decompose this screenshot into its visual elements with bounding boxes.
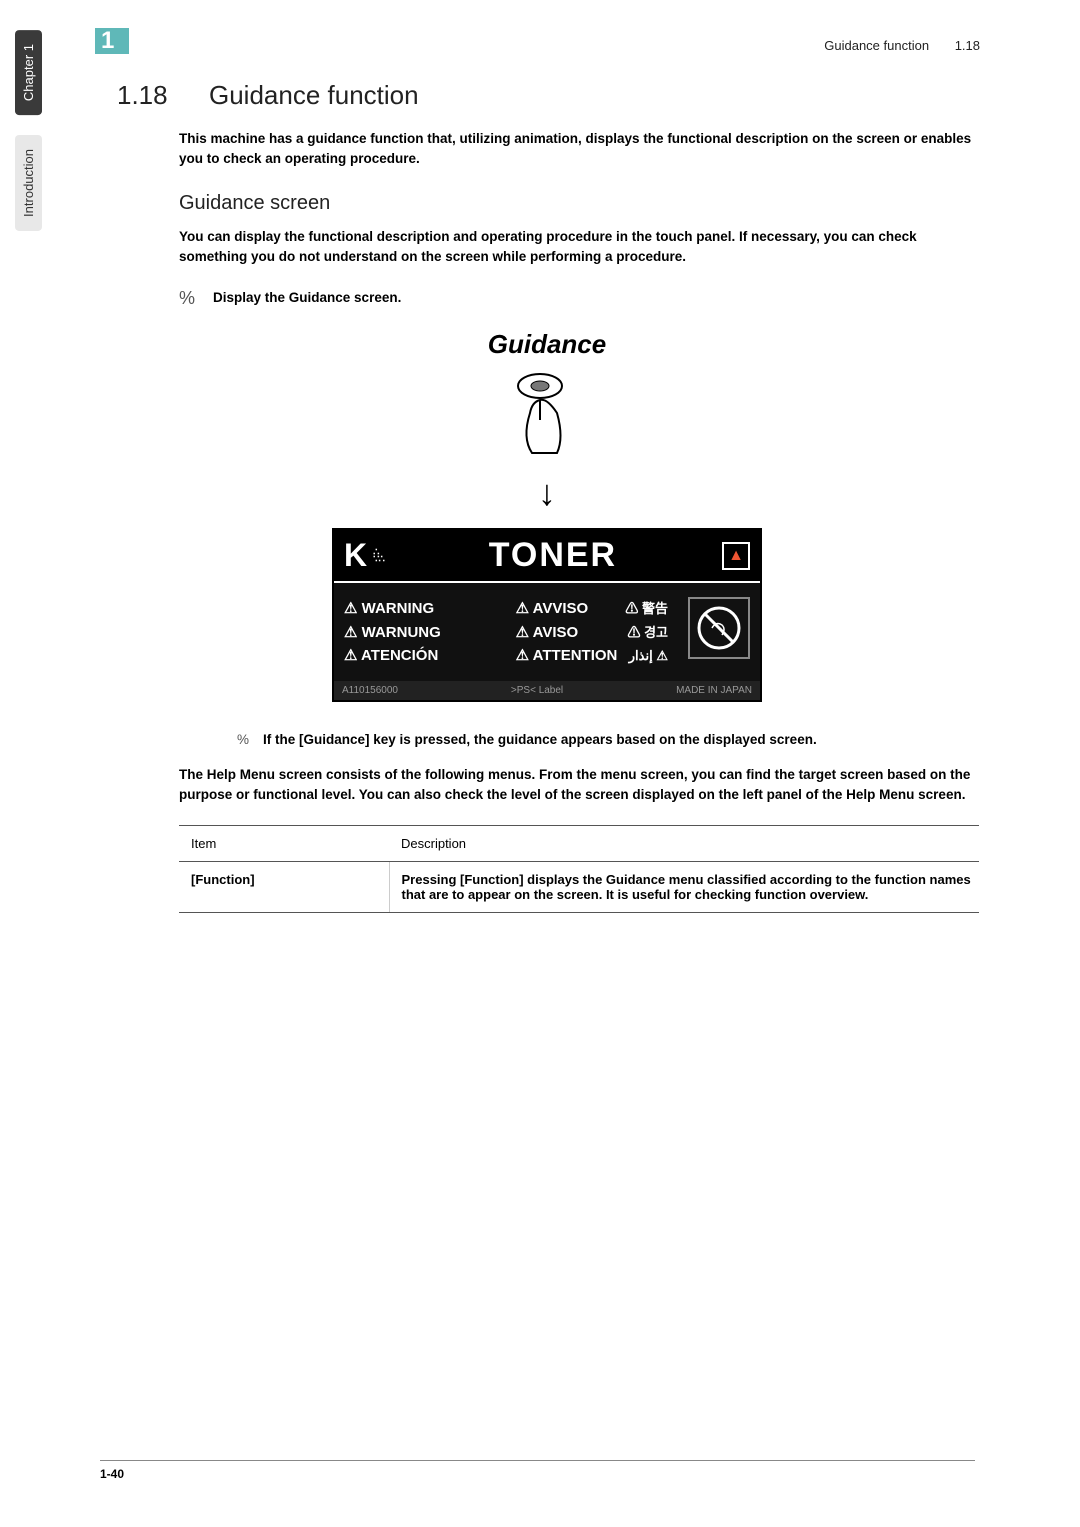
table-cell-item: [Function] [179, 861, 389, 912]
chapter-number: 1 [101, 27, 114, 55]
table-cell-desc: Pressing [Function] displays the Guidanc… [389, 861, 979, 912]
guidance-button-illustration [502, 368, 592, 458]
toner-k-icon: K ∴∵∴ [344, 537, 384, 574]
guidance-label: Guidance [488, 329, 606, 360]
toner-code: A110156000 [342, 685, 398, 696]
page-header-right: Guidance function 1.18 [824, 38, 980, 53]
header-title: Guidance function [824, 38, 929, 53]
table-header-item: Item [179, 825, 389, 861]
subsection-title: Guidance screen [179, 192, 977, 215]
tab-chapter: Chapter 1 [15, 30, 42, 115]
prohibition-icon [688, 597, 750, 659]
note-marker: % [237, 732, 249, 747]
warning-col-3: ⚠ 警告 ⚠ 경고 إنذار ⚠ [625, 597, 674, 667]
header-section-num: 1.18 [955, 38, 980, 53]
page-footer: 1-40 [100, 1460, 975, 1481]
note-text: If the [Guidance] key is pressed, the gu… [263, 732, 817, 747]
warning-col-2: ⚠ AVVISO ⚠ AVISO ⚠ ATTENTION [516, 597, 618, 667]
toner-footer: A110156000 >PS< Label MADE IN JAPAN [334, 681, 760, 700]
step-row: % Display the Guidance screen. [179, 290, 977, 309]
section-heading: 1.18 Guidance function [117, 80, 977, 111]
toner-top-bar: K ∴∵∴ TONER ▲ [334, 530, 760, 583]
toner-ps-label: >PS< Label [511, 685, 563, 696]
side-tabs: Chapter 1 Introduction [15, 30, 42, 231]
toner-label-figure: K ∴∵∴ TONER ▲ ⚠ WARNING ⚠ WARNUNG ⚠ ATEN… [332, 528, 762, 702]
chapter-marker: 1 [95, 28, 129, 54]
table-header-row: Item Description [179, 825, 979, 861]
section-number: 1.18 [117, 80, 179, 111]
note-row: % If the [Guidance] key is pressed, the … [237, 732, 977, 747]
dots-icon: ∴∵∴ [373, 549, 384, 563]
recycle-triangle-icon: ▲ [722, 542, 750, 570]
figure-area: Guidance ↓ K ∴∵∴ TONER ▲ [117, 329, 977, 702]
page-number: 1-40 [100, 1467, 124, 1481]
toner-warnings: ⚠ WARNING ⚠ WARNUNG ⚠ ATENCIÓN ⚠ AVVISO … [334, 583, 760, 681]
intro-paragraph: This machine has a guidance function tha… [179, 129, 977, 168]
table-header-desc: Description [389, 825, 979, 861]
down-arrow-icon: ↓ [538, 472, 556, 514]
subsection-paragraph: You can display the functional descripti… [179, 227, 977, 266]
warning-col-1: ⚠ WARNING ⚠ WARNUNG ⚠ ATENCIÓN [344, 597, 508, 667]
step-text: Display the Guidance screen. [213, 290, 401, 305]
tab-section: Introduction [15, 135, 42, 231]
step-marker: % [179, 288, 195, 309]
toner-made-in: MADE IN JAPAN [676, 685, 752, 696]
help-menu-table: Item Description [Function] Pressing [Fu… [179, 825, 979, 913]
help-menu-paragraph: The Help Menu screen consists of the fol… [179, 765, 977, 804]
table-row: [Function] Pressing [Function] displays … [179, 861, 979, 912]
section-title: Guidance function [209, 80, 419, 111]
toner-word: TONER [384, 536, 722, 575]
